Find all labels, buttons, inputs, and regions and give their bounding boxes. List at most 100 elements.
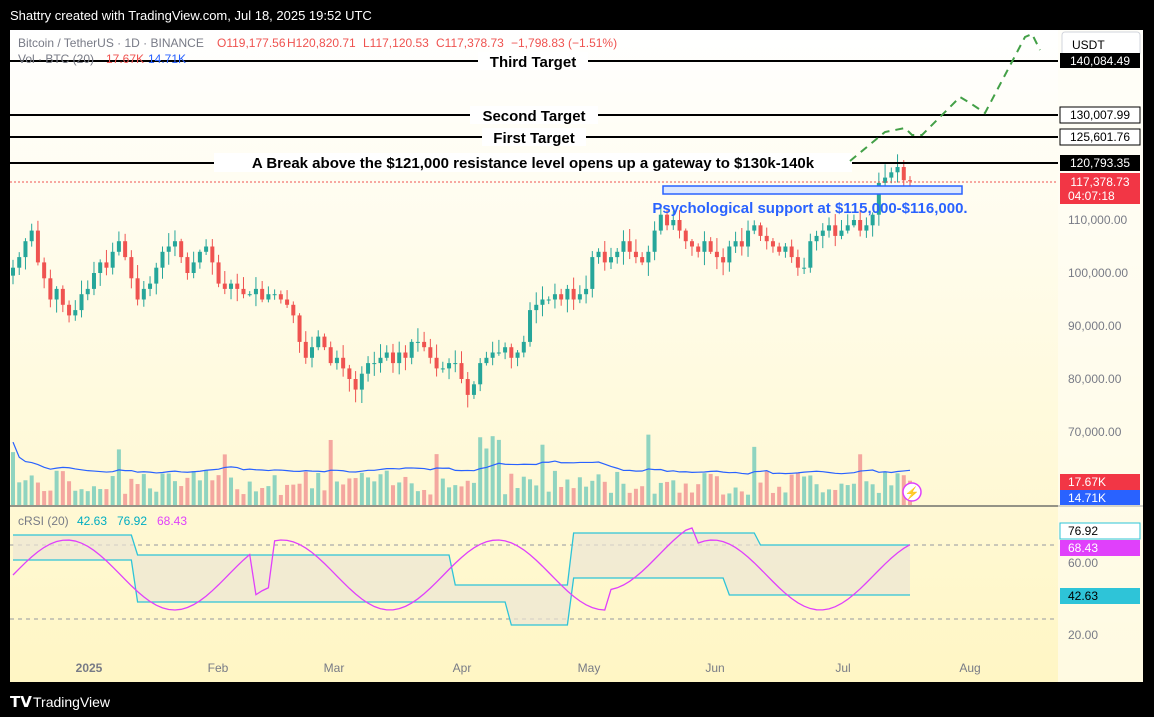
candle-body <box>17 257 22 268</box>
volume-bar <box>839 483 844 505</box>
volume-bar <box>54 470 59 505</box>
alert-icon[interactable] <box>902 482 922 502</box>
candle-body <box>116 241 121 252</box>
volume-bar <box>590 480 595 505</box>
volume-bar <box>434 454 439 505</box>
rsi-lower-band <box>13 559 910 626</box>
volume-bar <box>341 484 346 505</box>
candle-body <box>509 347 514 358</box>
candle-body <box>328 347 333 364</box>
second-target-bg <box>470 106 598 124</box>
volume-bar <box>552 470 557 505</box>
candle-body <box>415 341 420 343</box>
candle-body <box>839 230 844 236</box>
volume-bar <box>241 494 246 505</box>
candle-body <box>366 363 371 374</box>
rsi-pane <box>10 527 1058 626</box>
tradingview-logo-icon[interactable]: 𝗧𝗩 <box>10 694 32 711</box>
volume-bar <box>135 484 140 505</box>
candle-body <box>758 225 763 236</box>
candle-body <box>235 283 240 289</box>
candle-body <box>515 352 520 358</box>
volume-bar <box>746 494 751 505</box>
candle-body <box>808 241 813 268</box>
volume-bar <box>359 472 364 505</box>
time-tick: Mar <box>324 661 345 675</box>
candle-body <box>98 262 103 273</box>
volume-bar <box>378 474 383 505</box>
legend: Bitcoin / TetherUS · 1D · BINANCE O119,1… <box>18 36 617 66</box>
candle-body <box>247 294 252 296</box>
vol-ma-label: 14.71K <box>1068 491 1106 505</box>
candle-body <box>528 310 533 342</box>
volume-bar <box>883 471 888 505</box>
volume-bar <box>540 444 545 505</box>
volume-bar <box>521 476 526 505</box>
volume-bar <box>627 492 632 505</box>
volume-bar <box>565 479 570 505</box>
candle-body <box>752 225 757 231</box>
volume-bar <box>528 479 533 505</box>
time-axis[interactable]: 2025 Feb Mar Apr May Jun Jul Aug <box>76 661 981 675</box>
volume-bar <box>808 475 813 505</box>
candle-body <box>179 241 184 258</box>
candle-body <box>60 288 65 305</box>
candle-body <box>67 304 72 316</box>
resistance-price-tag <box>1060 155 1140 171</box>
candle-body <box>353 379 358 390</box>
rsi-legend-label: cRSI (20) <box>18 514 69 528</box>
third-target-label: Third Target <box>490 54 576 71</box>
candle-body <box>390 352 395 364</box>
volume-bar <box>677 492 682 505</box>
candle-body <box>471 384 476 395</box>
third-price-tag <box>1060 53 1140 68</box>
candle-body <box>216 262 221 284</box>
volume-bar <box>833 489 838 505</box>
volume-bar <box>708 473 713 505</box>
volume-bar <box>509 473 514 505</box>
candle-body <box>908 180 912 182</box>
volume-bar <box>714 476 719 505</box>
volume-bar <box>35 482 40 505</box>
volume-bar <box>110 476 115 505</box>
volume-bar <box>216 475 221 505</box>
volume-bar <box>366 477 371 505</box>
price-tick: 110,000.00 <box>1068 213 1127 227</box>
candle-body <box>278 294 283 300</box>
candle-body <box>777 246 782 252</box>
support-zone[interactable] <box>662 185 963 195</box>
volume-bar <box>172 481 177 505</box>
volume-bar <box>297 483 302 505</box>
rsi-value-label: 68.43 <box>1068 541 1098 555</box>
volume-bar <box>397 482 402 505</box>
legend-close: C117,378.73 <box>436 36 504 50</box>
volume-bar <box>29 475 34 505</box>
candle-body <box>35 230 40 263</box>
volume-ma-line <box>12 441 911 475</box>
volume-bar <box>789 474 794 505</box>
candle-body <box>172 241 177 247</box>
candle-body <box>91 273 96 289</box>
volume-bar <box>721 494 726 505</box>
volume-bar <box>310 488 314 505</box>
candle-body <box>260 288 265 300</box>
volume-bar <box>141 474 146 505</box>
candles-layer <box>11 154 912 408</box>
volume-bar <box>316 472 321 505</box>
volume-bar <box>702 473 707 505</box>
volume-bar <box>91 486 96 505</box>
rsi-axis-ticks: 60.00 20.00 <box>1068 556 1098 642</box>
candle-body <box>627 241 632 252</box>
volume-bar <box>515 488 520 505</box>
candle-body <box>166 246 171 252</box>
candle-body <box>621 241 626 252</box>
volume-bar <box>584 486 589 505</box>
candle-body <box>453 363 458 365</box>
candle-body <box>733 241 738 247</box>
volume-bar <box>204 470 209 505</box>
volume-bar <box>85 491 90 505</box>
price-axis[interactable] <box>1058 30 1143 682</box>
time-tick: Jun <box>705 661 724 675</box>
volume-bar <box>185 477 190 505</box>
